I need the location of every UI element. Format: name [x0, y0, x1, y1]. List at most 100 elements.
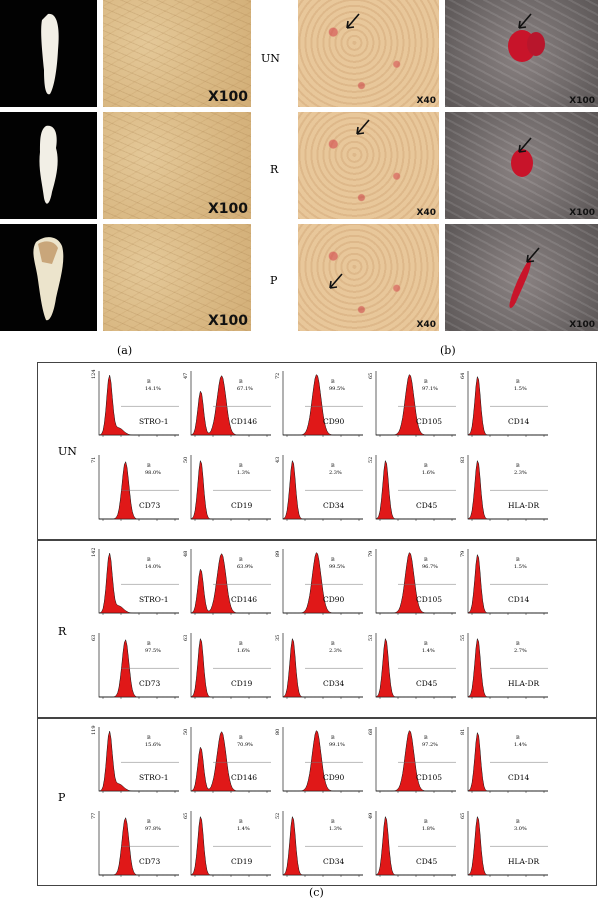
histogram-curve: [375, 459, 456, 520]
gate-label: B: [424, 379, 428, 385]
y-axis-max-label: 50: [183, 456, 189, 463]
y-axis-max-label: 53: [368, 634, 374, 641]
histogram-plot: [375, 811, 456, 877]
gate-label: B: [424, 557, 428, 563]
gate-label: B: [239, 641, 243, 647]
marker-label: CD146: [231, 773, 258, 782]
histogram-curve: [282, 459, 363, 520]
gate-label: B: [147, 557, 151, 563]
positive-percentage: 99.5%: [329, 386, 345, 392]
histogram-cd73: 63 B 97.5% CD73: [91, 631, 181, 707]
magnification-label: X100: [207, 201, 248, 217]
histogram-plot: [98, 727, 179, 793]
histogram-curve: [283, 730, 363, 792]
histogram-curve: [283, 374, 363, 436]
marker-label: CD14: [508, 417, 530, 426]
positive-percentage: 2.3%: [514, 470, 527, 476]
histogram-curve: [98, 552, 179, 614]
positive-percentage: 2.3%: [329, 648, 342, 654]
y-axis-max-label: 80: [275, 728, 281, 735]
alizarin-stain-image-p-x100: X100: [445, 224, 598, 331]
alizarin-stain-image-un-x100: X100: [445, 0, 598, 107]
marker-label: CD19: [231, 857, 253, 866]
marker-label: CD90: [323, 417, 345, 426]
gate-label: B: [239, 379, 243, 385]
marker-label: CD73: [139, 679, 161, 688]
histogram-curve: [467, 553, 548, 614]
marker-label: STRO-1: [139, 595, 169, 604]
magnification-label: X100: [207, 313, 248, 329]
cell-culture-image-p: X100: [103, 224, 251, 331]
gate-label: B: [239, 557, 243, 563]
y-axis-max-label: 47: [183, 372, 189, 379]
positive-percentage: 3.0%: [514, 826, 527, 832]
gate-label: B: [424, 641, 428, 647]
histogram-cd34: 52 B 1.3% CD34: [275, 809, 365, 885]
y-axis-max-label: 63: [183, 634, 189, 641]
histogram-plot: [467, 549, 548, 615]
histogram-curve: [467, 731, 548, 792]
histogram-curve: [376, 552, 456, 614]
marker-label: CD14: [508, 595, 530, 604]
histogram-cd34: 43 B 2.3% CD34: [275, 453, 365, 529]
histogram-curve: [98, 730, 179, 792]
arrow-icon: [346, 13, 360, 29]
y-axis-max-label: 52: [275, 812, 281, 819]
flow-group-label: P: [58, 791, 66, 804]
gate-label: B: [516, 557, 520, 563]
gate-label: B: [516, 735, 520, 741]
histogram-plot: [375, 371, 456, 437]
histogram-plot: [190, 811, 271, 877]
y-axis-max-label: 64: [460, 372, 466, 379]
arrow-icon: [518, 137, 532, 153]
histogram-plot: [467, 371, 548, 437]
gate-label: B: [239, 735, 243, 741]
flow-group-r: R 142 B 14.0% STRO-1 48 B 63.9% CD146 89 B 99.5% CD9…: [37, 540, 597, 718]
marker-label: CD73: [139, 501, 161, 510]
marker-label: CD90: [323, 595, 345, 604]
histogram-cd105: 65 B 97.1% CD105: [368, 369, 458, 445]
marker-label: CD45: [416, 857, 438, 866]
gate-label: B: [147, 819, 151, 825]
histogram-cd146: 47 B 67.1% CD146: [183, 369, 273, 445]
gate-label: B: [516, 641, 520, 647]
histogram-cd45: 52 B 1.6% CD45: [368, 453, 458, 529]
histogram-plot: [375, 549, 456, 615]
gate-label: B: [147, 379, 151, 385]
marker-label: CD34: [323, 679, 345, 688]
panel-a-caption: (a): [117, 344, 133, 357]
histogram-curve: [467, 815, 548, 876]
histogram-cd146: 50 B 70.9% CD146: [183, 725, 273, 801]
histogram-plot: [190, 633, 271, 699]
histogram-plot: [190, 727, 271, 793]
tooth-image-p: [0, 224, 97, 331]
histogram-hla-dr: 65 B 3.0% HLA-DR: [460, 809, 550, 885]
magnification-label: X100: [207, 89, 248, 105]
histogram-plot: [98, 549, 179, 615]
histogram-curve: [99, 460, 179, 520]
tooth-image-r: [0, 112, 97, 219]
histogram-curve: [467, 637, 548, 698]
positive-percentage: 14.1%: [145, 386, 161, 392]
histogram-plot: [98, 455, 179, 521]
flow-group-un: UN 124 B 14.1% STRO-1 47 B 67.1% CD146 72 B 99.5% CD…: [37, 362, 597, 540]
histogram-plot: [282, 727, 363, 793]
magnification-label: X40: [416, 96, 436, 106]
histogram-cd19: 65 B 1.4% CD19: [183, 809, 273, 885]
histogram-curve: [190, 459, 271, 520]
y-axis-max-label: 71: [91, 456, 97, 463]
positive-percentage: 67.1%: [237, 386, 253, 392]
y-axis-max-label: 65: [368, 372, 374, 379]
gate-label: B: [424, 735, 428, 741]
histogram-curve: [375, 637, 456, 698]
histogram-cd73: 71 B 98.0% CD73: [91, 453, 181, 529]
gate-label: B: [331, 641, 335, 647]
tooth-image-un: [0, 0, 97, 107]
y-axis-max-label: 81: [460, 728, 466, 735]
positive-percentage: 96.7%: [422, 564, 438, 570]
y-axis-max-label: 43: [275, 456, 281, 463]
positive-percentage: 2.7%: [514, 648, 527, 654]
histogram-stro-1: 124 B 14.1% STRO-1: [91, 369, 181, 445]
gate-label: B: [516, 379, 520, 385]
marker-label: HLA-DR: [508, 501, 540, 510]
